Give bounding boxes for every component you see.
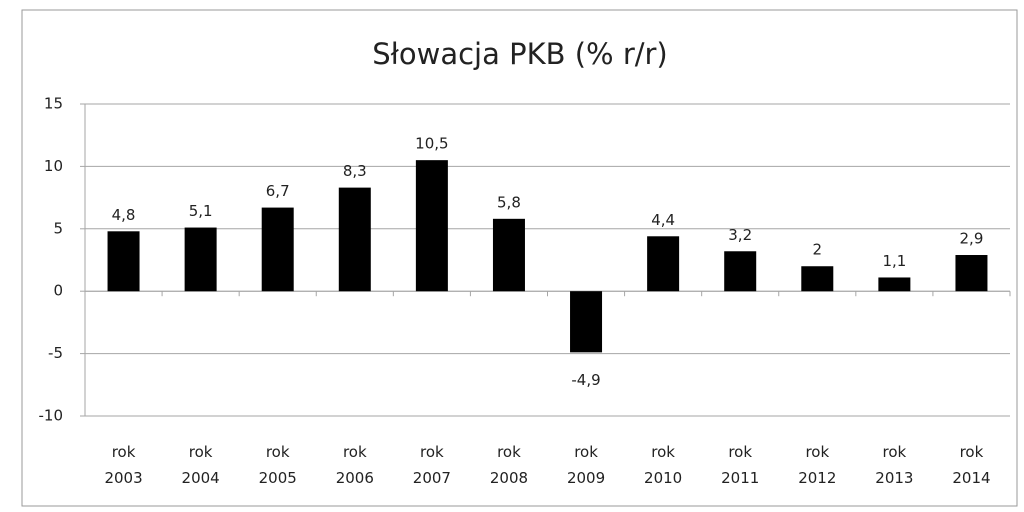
bar (338, 187, 371, 292)
y-tick-label: 0 (53, 282, 63, 300)
bar (801, 266, 834, 292)
bar (492, 218, 525, 292)
y-tick-label: 15 (44, 95, 63, 113)
data-label: 10,5 (415, 135, 448, 153)
bar (107, 231, 140, 292)
x-tick-label: rok 2007 (413, 443, 451, 487)
data-label: 4,8 (112, 206, 136, 224)
bar (570, 291, 603, 353)
x-tick-label: rok 2014 (952, 443, 990, 487)
y-tick-label: -10 (39, 407, 64, 425)
data-label: 1,1 (882, 252, 906, 270)
data-label: 2,9 (960, 230, 984, 248)
data-label: 6,7 (266, 182, 290, 200)
x-tick-label: rok 2009 (567, 443, 605, 487)
data-label: 4,4 (651, 211, 675, 229)
bar (415, 160, 448, 292)
bar (184, 227, 217, 292)
data-label: 2 (813, 241, 823, 259)
x-tick-label: rok 2006 (336, 443, 374, 487)
data-label: 5,8 (497, 193, 521, 211)
bar (878, 277, 911, 292)
x-tick-label: rok 2008 (490, 443, 528, 487)
bar (647, 236, 680, 292)
data-label: 3,2 (728, 226, 752, 244)
y-tick-label: 10 (44, 157, 63, 175)
x-tick-label: rok 2003 (104, 443, 142, 487)
x-tick-label: rok 2013 (875, 443, 913, 487)
y-tick-label: -5 (48, 344, 63, 362)
data-label: 8,3 (343, 162, 367, 180)
y-tick-label: 5 (53, 219, 63, 237)
chart-title: Słowacja PKB (% r/r) (372, 37, 668, 71)
x-tick-label: rok 2012 (798, 443, 836, 487)
bar (261, 207, 294, 292)
data-label: -4,9 (571, 371, 600, 389)
x-tick-label: rok 2005 (259, 443, 297, 487)
bar (724, 251, 757, 292)
x-tick-label: rok 2010 (644, 443, 682, 487)
data-label: 5,1 (189, 202, 213, 220)
x-tick-label: rok 2004 (182, 443, 220, 487)
bar (955, 255, 988, 292)
x-tick-label: rok 2011 (721, 443, 759, 487)
